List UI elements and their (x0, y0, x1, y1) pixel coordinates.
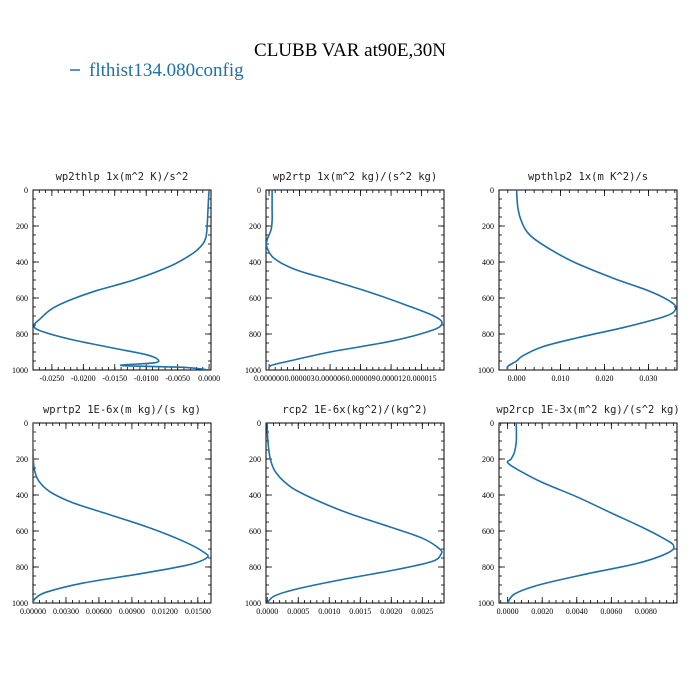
x-tick-label: -0.0050 (165, 374, 190, 383)
y-tick-label: 1000 (12, 599, 28, 608)
x-tick-label: 0.00000 (20, 607, 46, 616)
y-tick-label: 0 (490, 419, 494, 428)
x-tick-label: 0.00300 (53, 607, 79, 616)
y-tick-label: 0 (24, 186, 28, 195)
y-tick-label: 400 (249, 491, 261, 500)
plot-frame (498, 189, 678, 371)
panel-title: wpthlp2 1x(m K^2)/s (528, 171, 648, 183)
y-tick-label: 1000 (478, 366, 494, 375)
panel-title: wp2rtp 1x(m^2 kg)/(s^2 kg) (273, 171, 437, 183)
y-tick-label: 600 (16, 527, 28, 536)
figure-title: CLUBB VAR at90E,30N (254, 40, 446, 61)
x-tick-label: 0.030 (639, 374, 657, 383)
x-tick-label: 0.000012 (376, 374, 406, 383)
x-tick-label: 0.000015 (407, 374, 437, 383)
x-tick-label: 0.0020 (380, 607, 402, 616)
panel-6: wp2rcp 1E-3x(m^2 kg)/(s^2 kg) 0.0000 0.002… (478, 404, 680, 616)
series-line-1 (266, 190, 443, 370)
x-tick-label: 0.01200 (152, 607, 178, 616)
y-tick-label: 0 (490, 186, 494, 195)
x-tick-label: 0.0060 (600, 607, 622, 616)
x-tick-label: -0.0150 (102, 374, 127, 383)
y-tick-label: 600 (16, 294, 28, 303)
x-tick-label: 0.0000 (497, 607, 519, 616)
x-tick-label: 0.0025 (411, 607, 433, 616)
y-tick-label: 400 (482, 258, 494, 267)
y-tick-label: 600 (482, 294, 494, 303)
y-tick-label: 800 (482, 563, 494, 572)
y-tick-label: 600 (249, 294, 261, 303)
panel-title: wp2rcp 1E-3x(m^2 kg)/(s^2 kg) (496, 404, 679, 416)
x-tick-label: 0.0015 (349, 607, 371, 616)
y-tick-label: 400 (16, 491, 28, 500)
x-tick-label: 0.000006 (315, 374, 345, 383)
series-line-1 (506, 423, 675, 603)
panel-3: wpthlp2 1x(m K^2)/s 0.000 0.010 0.020 0.030 0… (478, 171, 678, 383)
panel-title: wprtp2 1E-6x(m kg)/(s kg) (43, 404, 201, 416)
panel-2: wp2rtp 1x(m^2 kg)/(s^2 kg)0.000000 0.0000… (245, 171, 445, 383)
x-tick-label: -0.0250 (40, 374, 65, 383)
plot-frame (498, 422, 678, 604)
series-line-1 (506, 190, 677, 370)
y-tick-label: 0 (257, 186, 261, 195)
y-tick-label: 1000 (12, 366, 28, 375)
y-tick-label: 800 (482, 330, 494, 339)
panel-4: wprtp2 1E-6x(m kg)/(s kg) 0.00000 0.00300 0… (12, 404, 212, 616)
legend-label: flthist134.080config (89, 60, 244, 81)
x-tick-label: -0.0200 (71, 374, 96, 383)
panels-grid: wp2thlp 1x(m^2 K)/s^2 -0.0250 -0.0200 -0.01… (12, 171, 680, 616)
x-tick-label: 0.000 (508, 374, 526, 383)
x-tick-label: 0.01500 (185, 607, 211, 616)
y-tick-label: 0 (24, 419, 28, 428)
x-tick-label: 0.020 (595, 374, 613, 383)
series-line-1 (33, 190, 210, 370)
x-tick-label: 0.0020 (531, 607, 553, 616)
y-tick-label: 200 (482, 222, 494, 231)
y-tick-label: 200 (249, 455, 261, 464)
y-tick-label: 800 (249, 563, 261, 572)
x-tick-label: 0.00900 (119, 607, 145, 616)
y-tick-label: 0 (257, 419, 261, 428)
y-tick-label: 800 (249, 330, 261, 339)
x-tick-label: 0.0040 (566, 607, 588, 616)
panel-title: wp2thlp 1x(m^2 K)/s^2 (56, 171, 189, 183)
y-tick-label: 400 (482, 491, 494, 500)
series-line-1 (266, 423, 443, 603)
y-tick-label: 800 (16, 563, 28, 572)
panel-5: rcp2 1E-6x(kg^2)/(kg^2) 0.0000 0.0005 0.001… (245, 404, 445, 616)
y-tick-label: 1000 (478, 599, 494, 608)
x-tick-label: 0.00600 (86, 607, 112, 616)
panel-title: rcp2 1E-6x(kg^2)/(kg^2) (282, 404, 427, 416)
y-tick-label: 600 (249, 527, 261, 536)
legend: flthist134.080config (70, 60, 244, 81)
x-tick-label: 0.0080 (635, 607, 657, 616)
y-tick-label: 800 (16, 330, 28, 339)
x-tick-label: 0.0010 (318, 607, 340, 616)
y-tick-label: 400 (249, 258, 261, 267)
panel-1: wp2thlp 1x(m^2 K)/s^2 -0.0250 -0.0200 -0.01… (12, 171, 220, 383)
plot-frame (32, 189, 212, 371)
x-tick-label: 0.0000 (256, 607, 278, 616)
y-tick-label: 400 (16, 258, 28, 267)
x-tick-label: 0.0005 (287, 607, 309, 616)
x-tick-label: 0.000003 (285, 374, 315, 383)
series-line-1 (33, 423, 209, 603)
plot-frame (265, 189, 445, 371)
x-tick-label: 0.010 (552, 374, 570, 383)
x-tick-label: 0.000000 (254, 374, 284, 383)
y-tick-label: 1000 (245, 599, 261, 608)
y-tick-label: 200 (16, 222, 28, 231)
y-tick-label: 1000 (245, 366, 261, 375)
x-tick-label: -0.0100 (134, 374, 159, 383)
y-tick-label: 600 (482, 527, 494, 536)
y-tick-label: 200 (482, 455, 494, 464)
y-tick-label: 200 (249, 222, 261, 231)
y-tick-label: 200 (16, 455, 28, 464)
plot-frame (265, 422, 445, 604)
x-tick-label: 0.000009 (346, 374, 376, 383)
x-tick-label: 0.0000 (198, 374, 220, 383)
